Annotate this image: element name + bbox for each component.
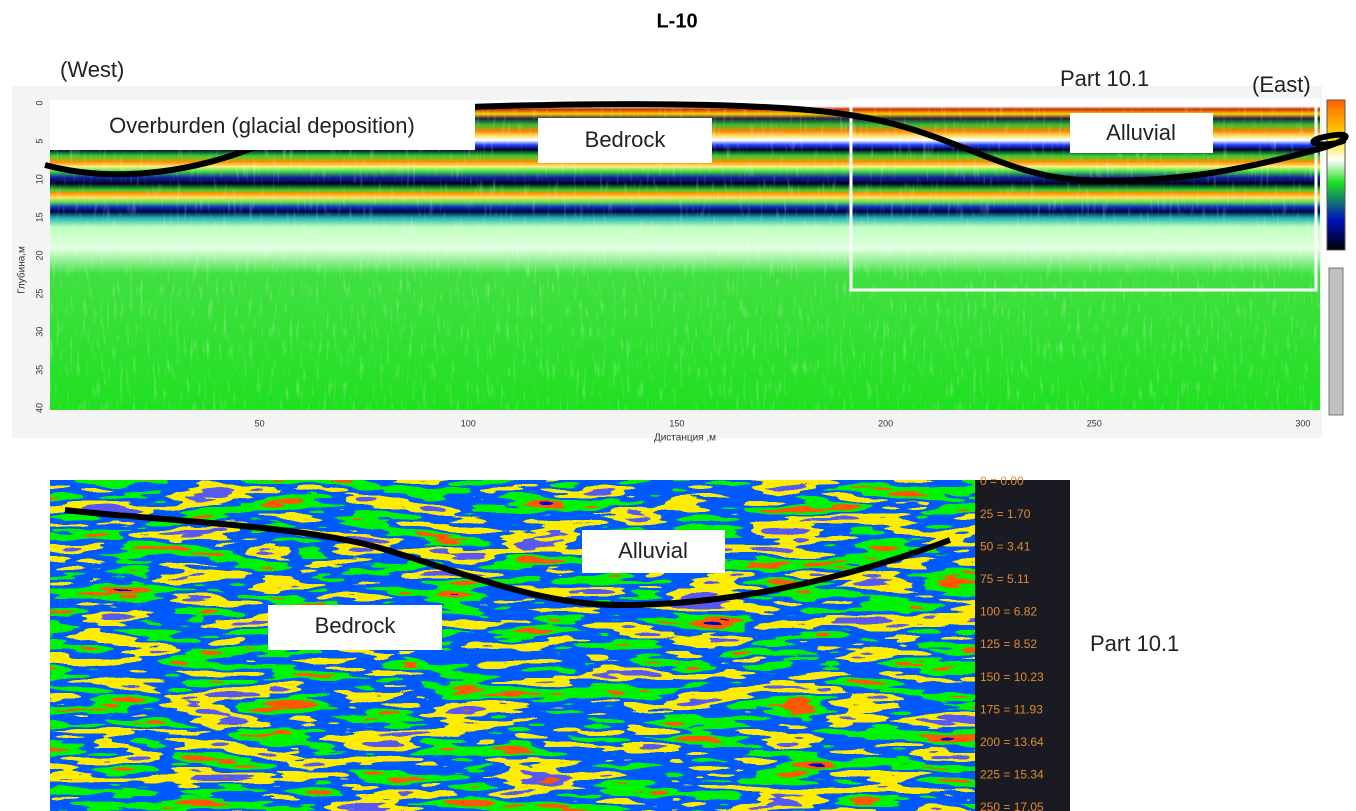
- part-label: Part 10.1: [1060, 66, 1149, 91]
- x-tick-label: 50: [255, 418, 265, 428]
- y-tick-label: 20: [34, 250, 44, 260]
- x-tick-label: 100: [461, 418, 476, 428]
- part-label: Part 10.1: [1090, 631, 1179, 656]
- y-tick-label: 0: [34, 100, 44, 105]
- x-axis-label: Дистанция ,м: [654, 433, 716, 444]
- scale-label: 100 = 6.82: [980, 605, 1037, 619]
- y-tick-label: 25: [34, 289, 44, 299]
- scale-label: 200 = 13.64: [980, 735, 1044, 749]
- y-axis-label: Глубина,м: [16, 246, 28, 294]
- title: L-10: [656, 10, 697, 32]
- y-tick-label: 30: [34, 327, 44, 337]
- y-tick-label: 10: [34, 174, 44, 184]
- y-tick-label: 35: [34, 365, 44, 375]
- x-tick-label: 250: [1087, 418, 1102, 428]
- radargram-detail: [50, 480, 975, 811]
- east-label: (East): [1252, 72, 1311, 97]
- region-label: Bedrock: [315, 613, 397, 638]
- scale-label: 250 = 17.05: [980, 800, 1044, 811]
- x-tick-label: 150: [669, 418, 684, 428]
- region-label: Overburden (glacial deposition): [109, 113, 415, 138]
- scale-label: 175 = 11.93: [980, 702, 1043, 716]
- region-label: Bedrock: [585, 127, 667, 152]
- scale-label: 25 = 1.70: [980, 507, 1031, 521]
- y-tick-label: 40: [34, 403, 44, 413]
- scale-label: 50 = 3.41: [980, 539, 1031, 553]
- region-label: Alluvial: [1106, 120, 1176, 145]
- x-tick-label: 300: [1295, 418, 1310, 428]
- y-tick-label: 5: [34, 139, 44, 144]
- scroll-bar: [1329, 268, 1343, 415]
- scale-label: 125 = 8.52: [980, 637, 1037, 651]
- scale-label: 0 = 0.00: [980, 474, 1024, 488]
- region-label: Alluvial: [618, 538, 688, 563]
- x-tick-label: 200: [878, 418, 893, 428]
- y-tick-label: 15: [34, 212, 44, 222]
- color-bar: [1327, 100, 1345, 250]
- scale-label: 150 = 10.23: [980, 670, 1044, 684]
- scale-label: 225 = 15.34: [980, 768, 1044, 782]
- figure: L-10 (West) (East) Part 10.1 Overburden …: [0, 0, 1356, 811]
- west-label: (West): [60, 57, 124, 82]
- scale-label: 75 = 5.11: [980, 572, 1030, 586]
